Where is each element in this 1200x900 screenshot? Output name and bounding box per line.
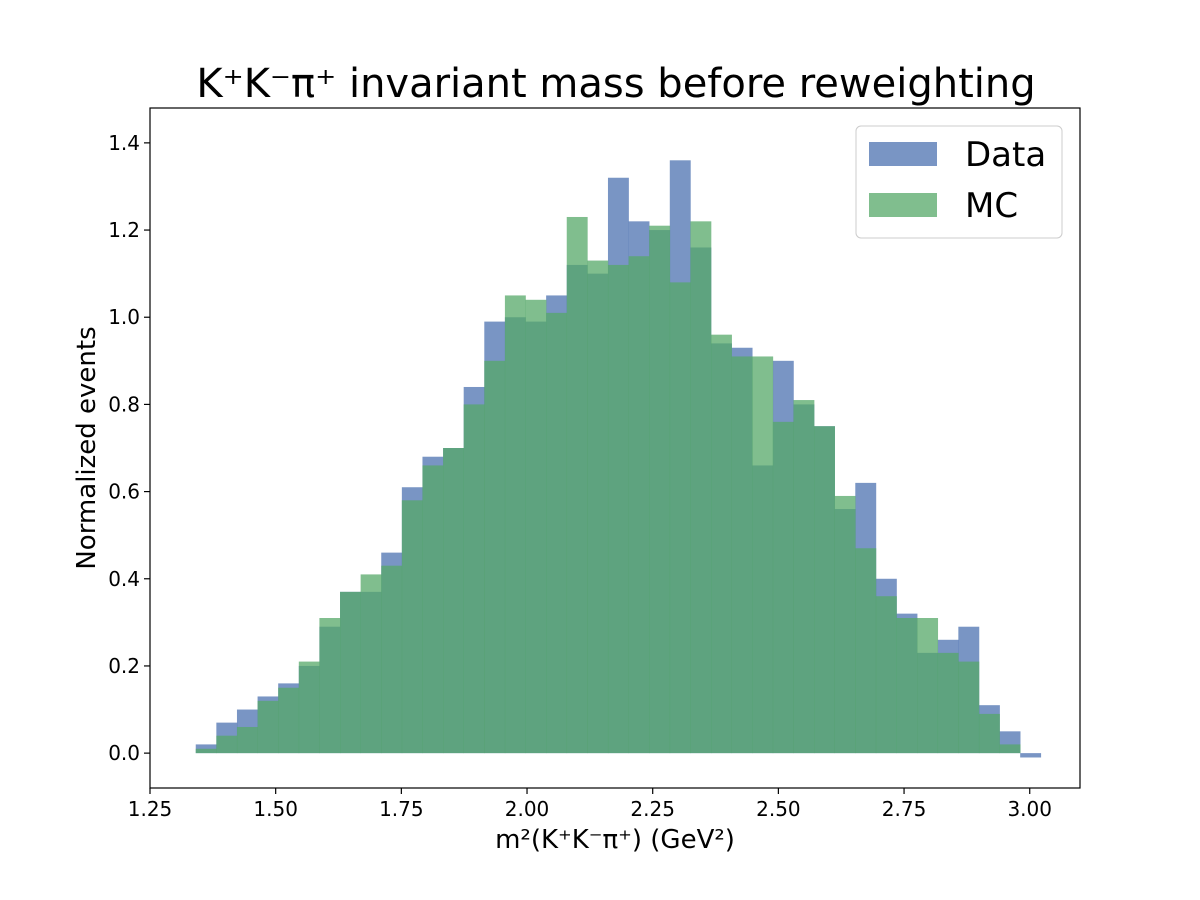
mc-bar: [504, 295, 526, 754]
x-tick-label: 2.00: [505, 797, 550, 821]
mc-bar: [999, 744, 1021, 754]
y-tick-label: 0.6: [108, 480, 140, 504]
mc-bar: [896, 618, 918, 754]
x-tick-label: 1.50: [253, 797, 298, 821]
y-tick-label: 1.4: [108, 131, 140, 155]
mc-bar: [257, 700, 279, 754]
x-tick-label: 2.25: [630, 797, 675, 821]
mc-bar: [793, 400, 815, 754]
x-axis: 1.25 1.50 1.75 2.00 2.25 2.50 2.75 3.00: [128, 788, 1052, 821]
x-tick-label: 3.00: [1007, 797, 1052, 821]
y-tick-label: 0.2: [108, 654, 140, 678]
mc-bar: [546, 312, 568, 754]
mc-bar: [628, 256, 650, 754]
mc-bar: [422, 465, 444, 754]
x-tick-label: 2.75: [882, 797, 927, 821]
mc-bar: [814, 426, 835, 754]
mc-bar: [752, 356, 774, 754]
mc-bar: [607, 264, 629, 754]
y-tick-label: 0.8: [108, 392, 140, 416]
mc-bar: [587, 260, 609, 754]
legend-swatch-data: [869, 142, 937, 166]
mc-bar: [917, 618, 939, 754]
mc-bar: [937, 652, 959, 754]
mc-bar: [875, 596, 897, 754]
y-tick-label: 1.2: [108, 218, 140, 242]
mc-bar: [463, 404, 485, 754]
x-tick-label: 1.75: [379, 797, 424, 821]
mc-bar: [278, 687, 300, 754]
mc-bar: [649, 225, 671, 754]
mc-bar: [731, 356, 753, 754]
mc-bar: [195, 748, 217, 754]
mc-bar: [236, 726, 258, 754]
mc-bar: [216, 735, 238, 754]
mc-bar: [855, 548, 877, 754]
mc-bar: [319, 618, 341, 754]
mc-bar: [443, 448, 464, 754]
mc-bar: [669, 282, 691, 754]
mc-bar: [958, 661, 980, 754]
histogram-bars: [195, 160, 1042, 758]
data-bar: [1020, 753, 1042, 758]
x-tick-label: 1.25: [128, 797, 173, 821]
mc-bar: [525, 299, 547, 754]
mc-bar: [401, 500, 423, 754]
mc-bar: [484, 360, 506, 754]
mc-bar: [711, 334, 732, 754]
x-tick-label: 2.50: [756, 797, 801, 821]
chart-title: K⁺K⁻π⁺ invariant mass before reweighting: [196, 61, 1035, 107]
plot-frame: [149, 107, 1081, 789]
mc-bar: [690, 221, 712, 754]
x-axis-label: m²(K⁺K⁻π⁺) (GeV²): [495, 825, 735, 855]
legend-swatch-mc: [869, 193, 937, 217]
legend: Data MC: [855, 125, 1063, 239]
mc-bar: [834, 495, 856, 754]
y-tick-label: 0.0: [108, 741, 140, 765]
legend-label-mc: MC: [965, 186, 1018, 226]
mc-bar: [978, 713, 1000, 754]
mc-bar: [298, 661, 320, 754]
mc-bar: [360, 574, 382, 754]
y-axis: 0.0 0.2 0.4 0.6 0.8 1.0 1.2 1.4: [108, 131, 150, 765]
y-axis-label: Normalized events: [72, 326, 102, 569]
y-tick-label: 0.4: [108, 567, 140, 591]
mc-bar: [340, 591, 361, 754]
y-tick-label: 1.0: [108, 305, 140, 329]
legend-label-data: Data: [965, 135, 1046, 175]
mc-bar: [772, 421, 794, 754]
mc-bar: [381, 565, 403, 754]
mc-bar: [566, 216, 588, 754]
